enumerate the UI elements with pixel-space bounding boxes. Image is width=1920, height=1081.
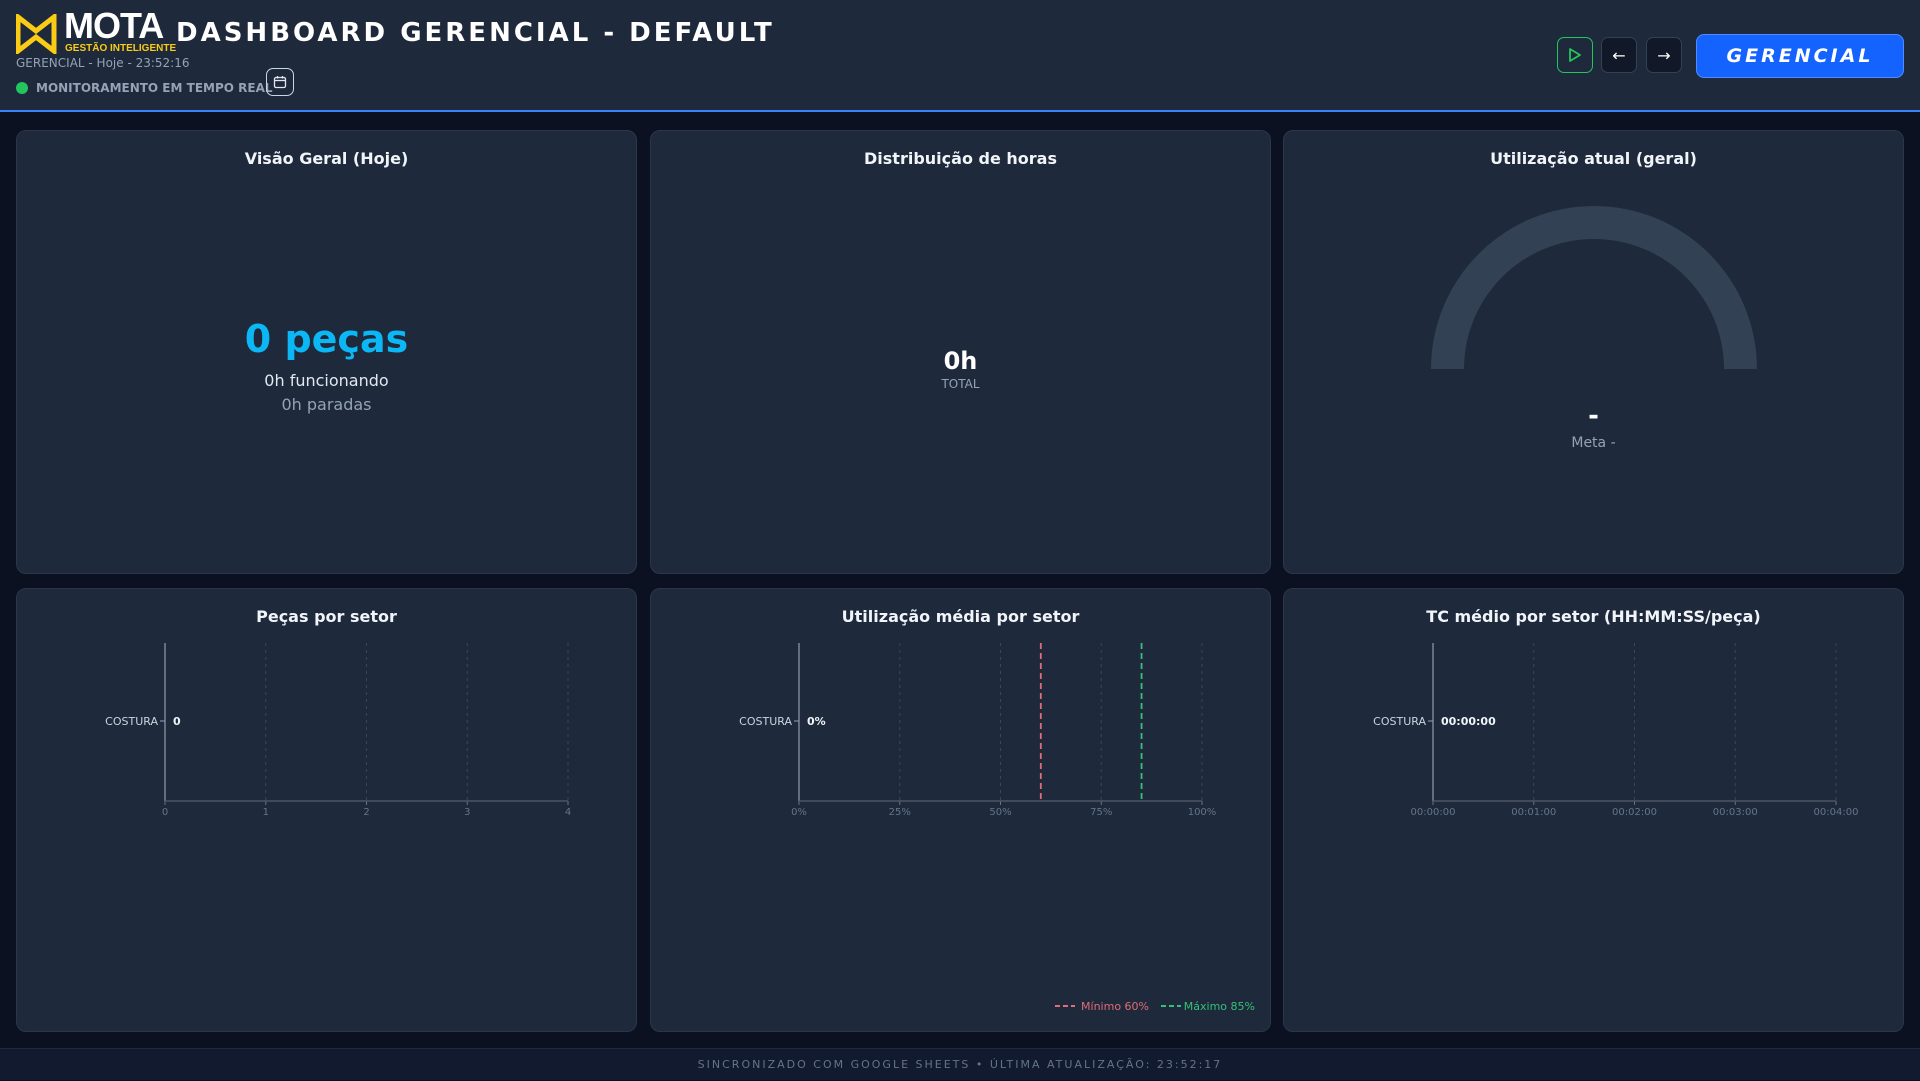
x-tick-label: 1 bbox=[263, 807, 269, 818]
x-tick-label: 00:02:00 bbox=[1612, 807, 1657, 818]
overview-card: Visão Geral (Hoje) 0 peças 0h funcionand… bbox=[16, 130, 637, 574]
page-subtitle: GERENCIAL - Hoje - 23:52:16 bbox=[16, 56, 190, 70]
pieces-chart: 0 1 2 3 4 COSTURA 0 bbox=[105, 643, 571, 818]
data-label: 0 bbox=[173, 715, 181, 728]
x-tick-label: 2 bbox=[363, 807, 369, 818]
previous-button[interactable]: ← bbox=[1601, 37, 1637, 73]
utilization-by-sector-card: Utilização média por setor 0% 25% 50% 75% 10… bbox=[650, 588, 1271, 1032]
utilization-chart: 0% 25% 50% 75% 100% COSTURA 0% Máximo 85% Mínimo… bbox=[739, 643, 1255, 1013]
gauge-track bbox=[1431, 206, 1757, 369]
calendar-icon bbox=[273, 76, 287, 89]
card-title: Distribuição de horas bbox=[864, 149, 1057, 168]
header: MOTA GESTÃO INTELIGENTE DASHBOARD GERENC… bbox=[0, 0, 1920, 112]
logo-text: MOTA bbox=[64, 5, 164, 46]
utilization-gauge bbox=[1431, 206, 1757, 369]
x-tick-label: 00:00:00 bbox=[1411, 807, 1456, 818]
mode-button[interactable]: GERENCIAL bbox=[1696, 34, 1904, 78]
x-tick-label: 25% bbox=[889, 807, 911, 818]
hours-total-label: TOTAL bbox=[941, 377, 980, 391]
x-tick-label: 50% bbox=[989, 807, 1011, 818]
page-title: DASHBOARD GERENCIAL - DEFAULT bbox=[176, 18, 775, 48]
live-label: MONITORAMENTO EM TEMPO REAL bbox=[36, 81, 273, 95]
arrow-right-icon: → bbox=[1657, 45, 1671, 65]
x-tick-label: 00:03:00 bbox=[1713, 807, 1758, 818]
x-tick-label: 00:01:00 bbox=[1511, 807, 1556, 818]
utilization-goal: Meta - bbox=[1571, 435, 1616, 451]
data-label: 0% bbox=[807, 715, 826, 728]
card-title: Utilização atual (geral) bbox=[1490, 149, 1697, 168]
status-dot-icon bbox=[16, 82, 28, 94]
pieces-value: 0 peças bbox=[244, 317, 409, 361]
footer-status: SINCRONIZADO COM GOOGLE SHEETS • ÚLTIMA … bbox=[0, 1048, 1920, 1080]
legend-label: Máximo 85% bbox=[1184, 1000, 1255, 1013]
running-hours: 0h funcionando bbox=[264, 371, 389, 390]
live-status: MONITORAMENTO EM TEMPO REAL bbox=[16, 81, 273, 95]
x-tick-label: 75% bbox=[1090, 807, 1112, 818]
card-title: Peças por setor bbox=[256, 607, 397, 626]
pieces-by-sector-card: Peças por setor 0 1 2 3 4 COSTURA 0 bbox=[16, 588, 637, 1032]
tc-chart: 00:00:00 00:01:00 00:02:00 00:03:00 00:04:00… bbox=[1373, 643, 1859, 818]
play-icon bbox=[1569, 48, 1581, 62]
x-tick-label: 3 bbox=[464, 807, 470, 818]
legend-label: Mínimo 60% bbox=[1081, 1000, 1149, 1013]
card-title: TC médio por setor (HH:MM:SS/peça) bbox=[1426, 607, 1761, 626]
x-tick-label: 4 bbox=[565, 807, 571, 818]
y-tick-label: COSTURA bbox=[105, 715, 158, 728]
y-tick-label: COSTURA bbox=[1373, 715, 1426, 728]
stopped-hours: 0h paradas bbox=[281, 395, 372, 414]
card-title: Utilização média por setor bbox=[841, 607, 1080, 626]
tc-by-sector-card: TC médio por setor (HH:MM:SS/peça) 00:00… bbox=[1283, 588, 1904, 1032]
hours-card: Distribuição de horas 0h TOTAL bbox=[650, 130, 1271, 574]
calendar-button[interactable] bbox=[266, 68, 294, 96]
data-label: 00:00:00 bbox=[1441, 715, 1496, 728]
x-tick-label: 0 bbox=[162, 807, 168, 818]
next-button[interactable]: → bbox=[1646, 37, 1682, 73]
x-tick-label: 100% bbox=[1188, 807, 1217, 818]
hours-total: 0h bbox=[943, 347, 978, 375]
x-tick-label: 0% bbox=[791, 807, 807, 818]
utilization-value: - bbox=[1588, 401, 1599, 431]
card-title: Visão Geral (Hoje) bbox=[244, 149, 409, 168]
mota-logo-icon bbox=[16, 14, 57, 54]
x-tick-label: 00:04:00 bbox=[1814, 807, 1859, 818]
play-button[interactable] bbox=[1557, 37, 1593, 73]
logo-subtitle: GESTÃO INTELIGENTE bbox=[65, 43, 177, 54]
utilization-card: Utilização atual (geral) - Meta - bbox=[1283, 130, 1904, 574]
arrow-left-icon: ← bbox=[1612, 45, 1626, 65]
y-tick-label: COSTURA bbox=[739, 715, 792, 728]
